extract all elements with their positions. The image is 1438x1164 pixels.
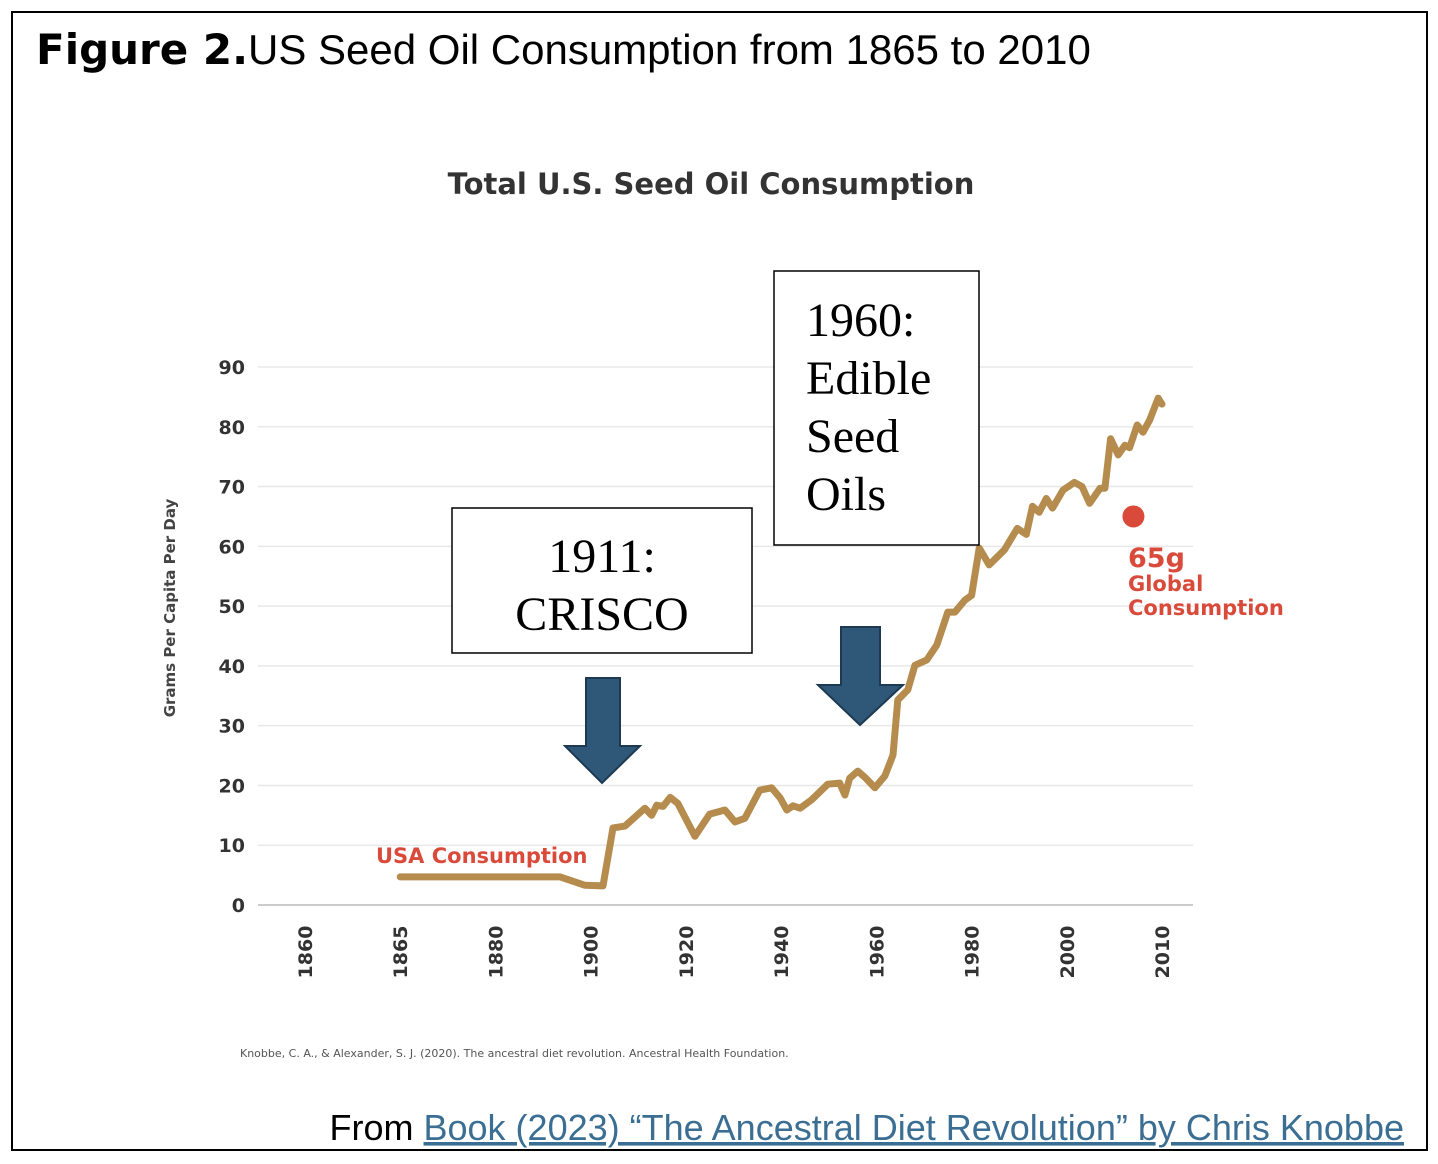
footer-link[interactable]: Book (2023) “The Ancestral Diet Revoluti… [424, 1107, 1405, 1148]
x-tick-label: 1865 [390, 926, 412, 979]
y-tick-label: 90 [219, 357, 245, 379]
callout-box [451, 507, 753, 654]
x-tick-label: 1880 [485, 926, 507, 979]
series-label: USA Consumption [376, 844, 588, 868]
y-tick-label: 80 [219, 417, 245, 439]
y-tick-label: 70 [219, 477, 245, 499]
x-tick-label: 2010 [1152, 926, 1174, 979]
y-tick-label: 50 [219, 596, 245, 618]
arrow [815, 626, 906, 727]
data-line [396, 394, 1166, 890]
callout-text: Oils [806, 468, 886, 521]
figure-title: US Seed Oil Consumption from 1865 to 201… [248, 26, 1091, 73]
callout-text: 1960: [806, 294, 915, 347]
callout-text: CRISCO [515, 588, 688, 641]
source-citation: Knobbe, C. A., & Alexander, S. J. (2020)… [240, 1047, 789, 1060]
chart-title: Total U.S. Seed Oil Consumption [448, 167, 975, 201]
x-tick-label: 1980 [962, 926, 984, 979]
y-axis-label: Grams Per Capita Per Day [161, 498, 179, 717]
arrow [562, 677, 643, 785]
y-tick-label: 20 [219, 775, 245, 797]
y-tick-label: 10 [219, 835, 245, 857]
y-tick-label: 0 [232, 895, 245, 917]
value-label: 65g [1128, 543, 1185, 574]
y-tick-label: 40 [219, 656, 245, 678]
figure-label: Figure 2. [36, 25, 248, 74]
y-tick-label: 60 [219, 536, 245, 558]
plot-area: 0 10 20 30 40 50 60 70 80 90 1860 1865 1880 1900 1920 1… [219, 357, 1284, 978]
y-tick-label: 30 [219, 716, 245, 738]
data-point [1122, 505, 1145, 528]
annotation: Consumption [1128, 596, 1284, 620]
callout-text: Seed [806, 410, 899, 463]
footer-prefix: From [330, 1107, 414, 1148]
footer: From Book (2023) “The Ancestral Diet Revo… [330, 1107, 1405, 1148]
x-tick-label: 2000 [1057, 926, 1079, 979]
annotation: Global [1128, 572, 1203, 596]
x-tick-label: 1860 [295, 926, 317, 979]
callout-box [773, 270, 980, 546]
x-tick-label: 1920 [676, 926, 698, 979]
callout-text: Edible [806, 352, 931, 405]
callout-text: 1911: [548, 530, 656, 583]
x-tick-label: 1960 [866, 926, 888, 979]
x-tick-label: 1900 [581, 926, 603, 979]
x-tick-label: 1940 [771, 926, 793, 979]
